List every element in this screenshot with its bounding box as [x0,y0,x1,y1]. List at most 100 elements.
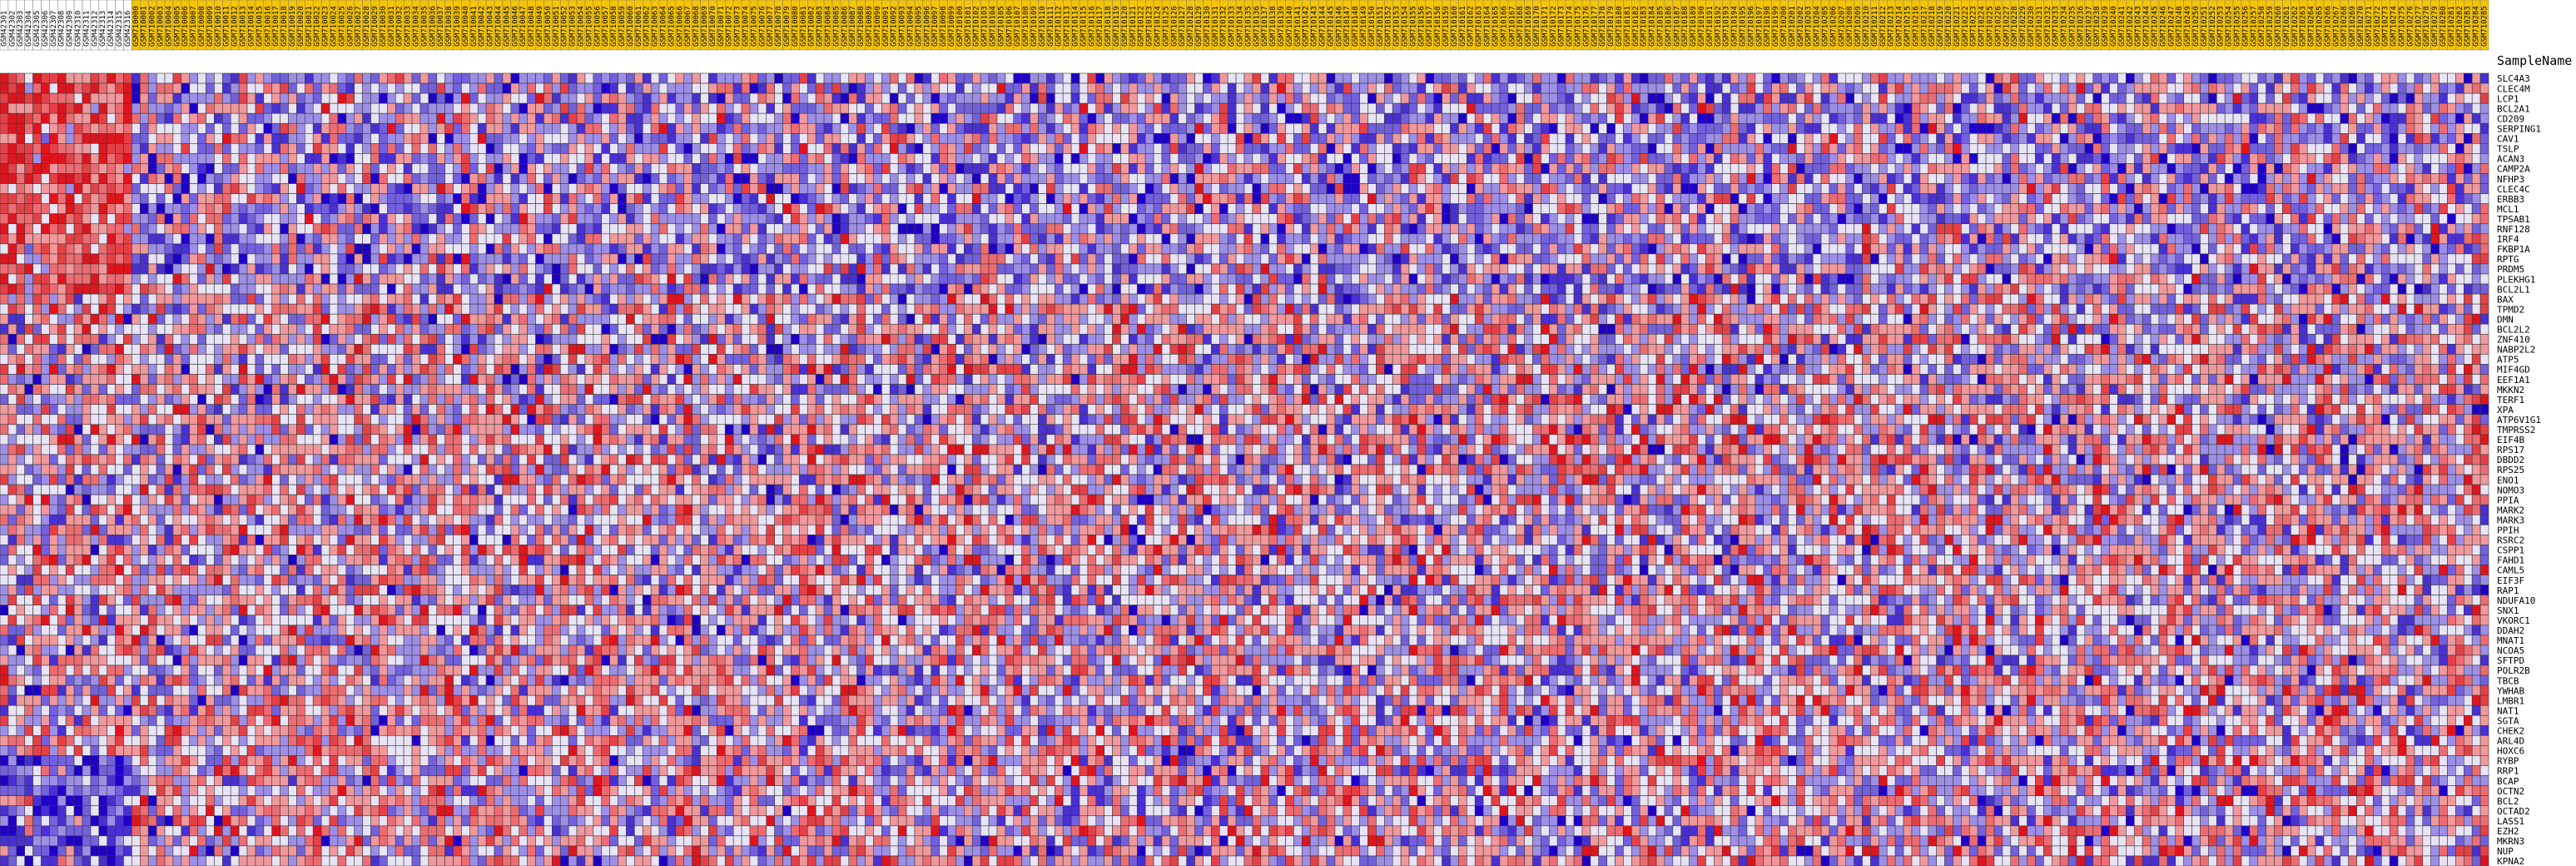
heatmap-cell [610,83,618,93]
heatmap-cell [659,73,668,83]
heatmap-cell [1417,83,1426,93]
heatmap-cell [668,83,676,93]
heatmap-cell [923,73,931,83]
heatmap-cell [807,93,816,103]
heatmap-cell [1318,83,1327,93]
heatmap-cell [1804,83,1813,93]
heatmap-cell [1566,83,1574,93]
heatmap-cell [1286,93,1294,103]
column-label: GSM42310 [75,11,83,47]
heatmap-cell [1228,93,1236,103]
column-label: GSM710065 [668,6,676,47]
heatmap-cell [296,73,305,83]
heatmap-cell [602,93,610,103]
column-label: GSM710283 [2464,6,2473,47]
column-label: GSM710072 [726,6,734,47]
heatmap-cell [1335,83,1343,93]
column-label: GSM710197 [1755,6,1764,47]
heatmap-cell [1022,83,1030,93]
column-label: GSM710182 [1632,6,1640,47]
column-label: GSM710113 [1064,6,1072,47]
column-label: GSM710181 [1624,6,1632,47]
heatmap-cell [305,83,313,93]
heatmap-cell [165,83,173,93]
column-label: GSM710088 [857,6,866,47]
column-label: GSM710083 [816,6,825,47]
heatmap-cell [198,73,206,83]
column-label: GSM42308 [58,11,67,47]
heatmap-cell [1145,83,1154,93]
heatmap-cell [717,93,725,103]
heatmap-cell [824,83,832,93]
heatmap-cell [1113,73,1121,83]
heatmap-cell [1467,73,1475,83]
heatmap-cell [1195,93,1204,103]
heatmap-cell [2151,73,2159,83]
column-label: GSM710030 [380,6,388,47]
column-label: GSM710052 [561,6,569,47]
heatmap-cell [997,93,1005,103]
heatmap-cell [2340,73,2349,83]
column-label: GSM710157 [1426,6,1434,47]
column-label: GSM710006 [181,6,190,47]
heatmap-cell [528,83,536,93]
heatmap-cell [206,73,215,83]
heatmap-cell [1236,83,1244,93]
heatmap-cell [1409,83,1417,93]
heatmap-cell [1014,73,1022,83]
heatmap-cell [445,83,454,93]
heatmap-cell [1813,73,1821,83]
column-label: GSM710183 [1640,6,1649,47]
column-label: GSM710025 [338,6,346,47]
heatmap-cell [2291,83,2299,93]
heatmap-cell [2423,73,2431,83]
heatmap-cell [148,83,156,93]
heatmap-cell [881,93,890,103]
heatmap-cell [866,93,874,103]
column-label: GSM710158 [1434,6,1442,47]
heatmap-cell [1755,83,1764,93]
heatmap-cell [2176,83,2184,93]
heatmap-cell [1392,83,1401,93]
heatmap-cell [940,93,948,103]
heatmap-cell [1063,83,1071,93]
heatmap-cell [1516,73,1525,83]
heatmap-cell [1113,93,1121,103]
heatmap-cell [2052,73,2060,83]
heatmap-cell [1582,73,1591,83]
column-label: GSM710140 [1286,6,1294,47]
heatmap-cell [1211,93,1219,103]
column-label: GSM710275 [2399,6,2407,47]
heatmap-cell [0,73,8,83]
column-label: GSM710001 [141,6,149,47]
heatmap-cell [733,73,742,83]
heatmap-cell [890,83,898,93]
heatmap-cell [395,83,404,93]
heatmap-cell [1293,73,1302,83]
column-label: GSM710232 [2044,6,2052,47]
heatmap-cell [1714,83,1722,93]
column-label: GSM710134 [1237,6,1245,47]
heatmap-cell [1335,73,1343,83]
column-label: GSM710253 [2217,6,2226,47]
heatmap-cell [1120,83,1129,93]
column-label: GSM710009 [206,6,215,47]
heatmap-cell [1096,73,1104,83]
column-label: GSM710233 [2052,6,2061,47]
column-label: GSM710225 [1986,6,1994,47]
heatmap-cell [1261,73,1269,83]
column-label: GSM710023 [322,6,330,47]
heatmap-cell [1120,73,1129,83]
heatmap-cell [528,93,536,103]
heatmap-cell [1286,73,1294,83]
heatmap-cell [1145,93,1154,103]
heatmap-cell [841,93,849,103]
heatmap-cell [708,83,717,93]
heatmap-cell [1129,83,1137,93]
heatmap-cell [980,73,989,83]
heatmap-cell [1195,73,1204,83]
column-label: GSM710229 [2019,6,2028,47]
column-label: GSM710039 [454,6,462,47]
heatmap-cell [395,93,404,103]
column-label: GSM710056 [593,6,602,47]
